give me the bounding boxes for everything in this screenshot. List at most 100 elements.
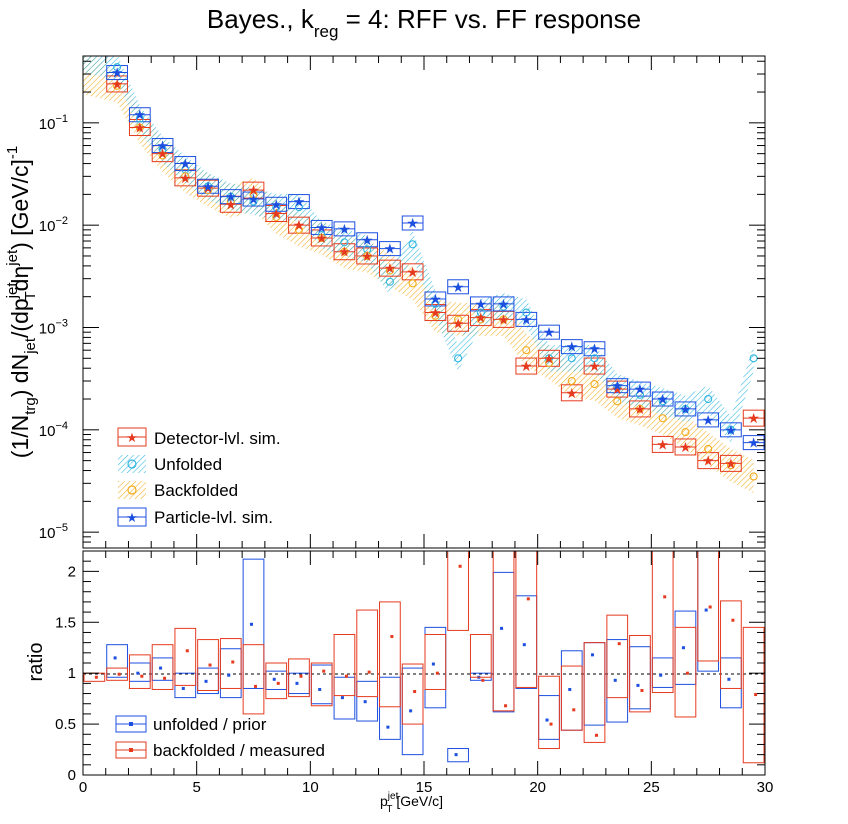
- bottom-x-tick-label: 0: [79, 779, 87, 796]
- detector-lvl-point: ★: [315, 230, 328, 246]
- particle-lvl-point: ★: [634, 381, 647, 397]
- backfolded-measured-box: [538, 675, 560, 750]
- backfolded-measured-point: [322, 669, 326, 673]
- unfolded-prior-box: [629, 646, 651, 710]
- unfolded-prior-box: [379, 676, 401, 740]
- backfolded-measured-point: [708, 605, 712, 609]
- unfolded-prior-point: [113, 656, 117, 660]
- backfolded-point: [635, 404, 645, 413]
- backfolded-measured-box: [583, 642, 606, 743]
- detector-lvl-point: ★: [406, 264, 419, 280]
- unfolded-point: [726, 425, 735, 434]
- unfolded-prior-box: [560, 650, 583, 731]
- unfolded-prior-point: [454, 753, 458, 757]
- unfolded-prior-point: [204, 679, 208, 683]
- detector-lvl-point: ★: [156, 146, 169, 162]
- backfolded-point: [522, 346, 531, 355]
- detector-lvl-point: ★: [543, 350, 556, 366]
- bottom-y-tick-label: 0: [68, 767, 76, 784]
- backfolded-measured-box: [674, 626, 697, 718]
- particle-lvl-point: ★: [384, 241, 397, 257]
- particle-lvl-point: ★: [702, 412, 715, 428]
- particle-lvl-point: ★: [656, 391, 669, 407]
- legend-entry-unfolded: Unfolded: [118, 455, 222, 474]
- backfolded-measured-box: [401, 663, 424, 725]
- backfolded-point: [590, 380, 599, 389]
- legend-entry-detector-lvl-sim: ★ Detector-lvl. sim.: [117, 427, 281, 448]
- backfolded-measured-box: [333, 633, 356, 697]
- particle-lvl-point: ★: [747, 435, 760, 451]
- backfolded-measured-box: [265, 662, 288, 700]
- detector-lvl-point: ★: [656, 436, 669, 452]
- bottom-x-tick-label: 5: [192, 779, 200, 796]
- unfolded-prior-box: [128, 662, 151, 682]
- backfolded-measured-box: [469, 633, 492, 678]
- backfolded-point: [726, 461, 735, 470]
- bottom-plot-marks: [83, 551, 765, 764]
- backfolded-measured-box: [379, 601, 401, 708]
- unfolded-point: [272, 203, 281, 212]
- top-y-tick-label: 10−4: [39, 420, 68, 440]
- bottom-x-tick-label: 10: [302, 779, 319, 796]
- backfolded-measured-point: [504, 704, 508, 708]
- backfolded-point: [113, 81, 122, 90]
- detector-lvl-point: ★: [361, 248, 374, 264]
- unfolded-point: [658, 397, 667, 406]
- backfolded-point: [454, 315, 463, 324]
- particle-lvl-point: ★: [315, 219, 328, 235]
- backfolded-measured-point: [731, 618, 735, 622]
- detector-lvl-point: ★: [679, 439, 692, 455]
- particle-lvl-point: ★: [134, 107, 147, 123]
- unfolded-prior-point: [409, 709, 413, 713]
- unfolded-prior-point: [136, 671, 140, 675]
- bottom-x-axis-label: pjet T [GeV/c]: [380, 791, 443, 815]
- particle-lvl-point: ★: [452, 279, 465, 295]
- particle-lvl-point: ★: [202, 178, 215, 194]
- backfolded-measured-point: [344, 674, 348, 678]
- legend-entry-particle-lvl-sim: ★ Particle-lvl. sim.: [117, 507, 273, 527]
- bottom-y-tick-label: 1.5: [55, 614, 76, 631]
- backfolded-point: [340, 247, 349, 256]
- backfolded-point: [567, 376, 576, 386]
- backfolded-measured-box: [197, 639, 219, 691]
- backfolded-measured-point: [163, 676, 167, 680]
- unfolded-prior-box: [219, 648, 242, 699]
- backfolded-measured-box: [151, 644, 174, 690]
- unfolded-prior-point: [613, 678, 617, 682]
- backfolded-point: [158, 151, 167, 160]
- unfolded-point: [203, 182, 213, 191]
- unfolded-prior-box: [151, 657, 174, 681]
- backfolded-point: [135, 123, 144, 132]
- backfolded-point: [249, 190, 258, 199]
- backfolded-measured-box: [606, 614, 629, 699]
- backfolded-point: [385, 266, 394, 275]
- top-plot-marks: ★★★★★★★★★★★ ★★ ★★★ ★ ★★ ★★★★★★ ★★ ★★★★★★★★ ★ ★ ★★ ★…: [106, 63, 765, 481]
- backfolded-measured-point: [254, 684, 257, 688]
- backfolded-measured-box: [560, 665, 583, 731]
- unfolded-prior-box: [333, 676, 356, 720]
- backfolded-measured-point: [299, 674, 303, 678]
- backfolded-measured-box: [174, 627, 197, 686]
- backfolded-measured-point: [595, 733, 598, 737]
- bottom-x-tick-label: 25: [643, 779, 660, 796]
- backfolded-measured-box: [310, 662, 333, 707]
- backfolded-measured-point: [276, 681, 280, 685]
- unfolded-prior-point: [545, 718, 549, 722]
- unfolded-point: [590, 354, 599, 363]
- legend-label-unfolded-prior: unfolded / prior: [153, 715, 267, 734]
- unfolded-prior-point: [727, 677, 731, 681]
- unfolded-prior-point: [318, 687, 322, 691]
- particle-lvl-point: ★: [247, 191, 260, 207]
- bottom-plot-frame: [82, 550, 766, 776]
- legend-entry-backfolded: Backfolded: [118, 481, 238, 500]
- particle-lvl-point: ★: [679, 401, 692, 417]
- unfolded-prior-point: [659, 673, 663, 677]
- svg-text:★: ★: [126, 430, 138, 445]
- particle-lvl-point: ★: [270, 196, 283, 212]
- backfolded-band: [83, 56, 754, 493]
- unfolded-prior-box: [492, 571, 515, 713]
- backfolded-point: [704, 444, 713, 454]
- unfolded-prior-point: [272, 677, 276, 681]
- unfolded-point: [113, 63, 122, 72]
- backfolded-measured-point: [140, 674, 144, 678]
